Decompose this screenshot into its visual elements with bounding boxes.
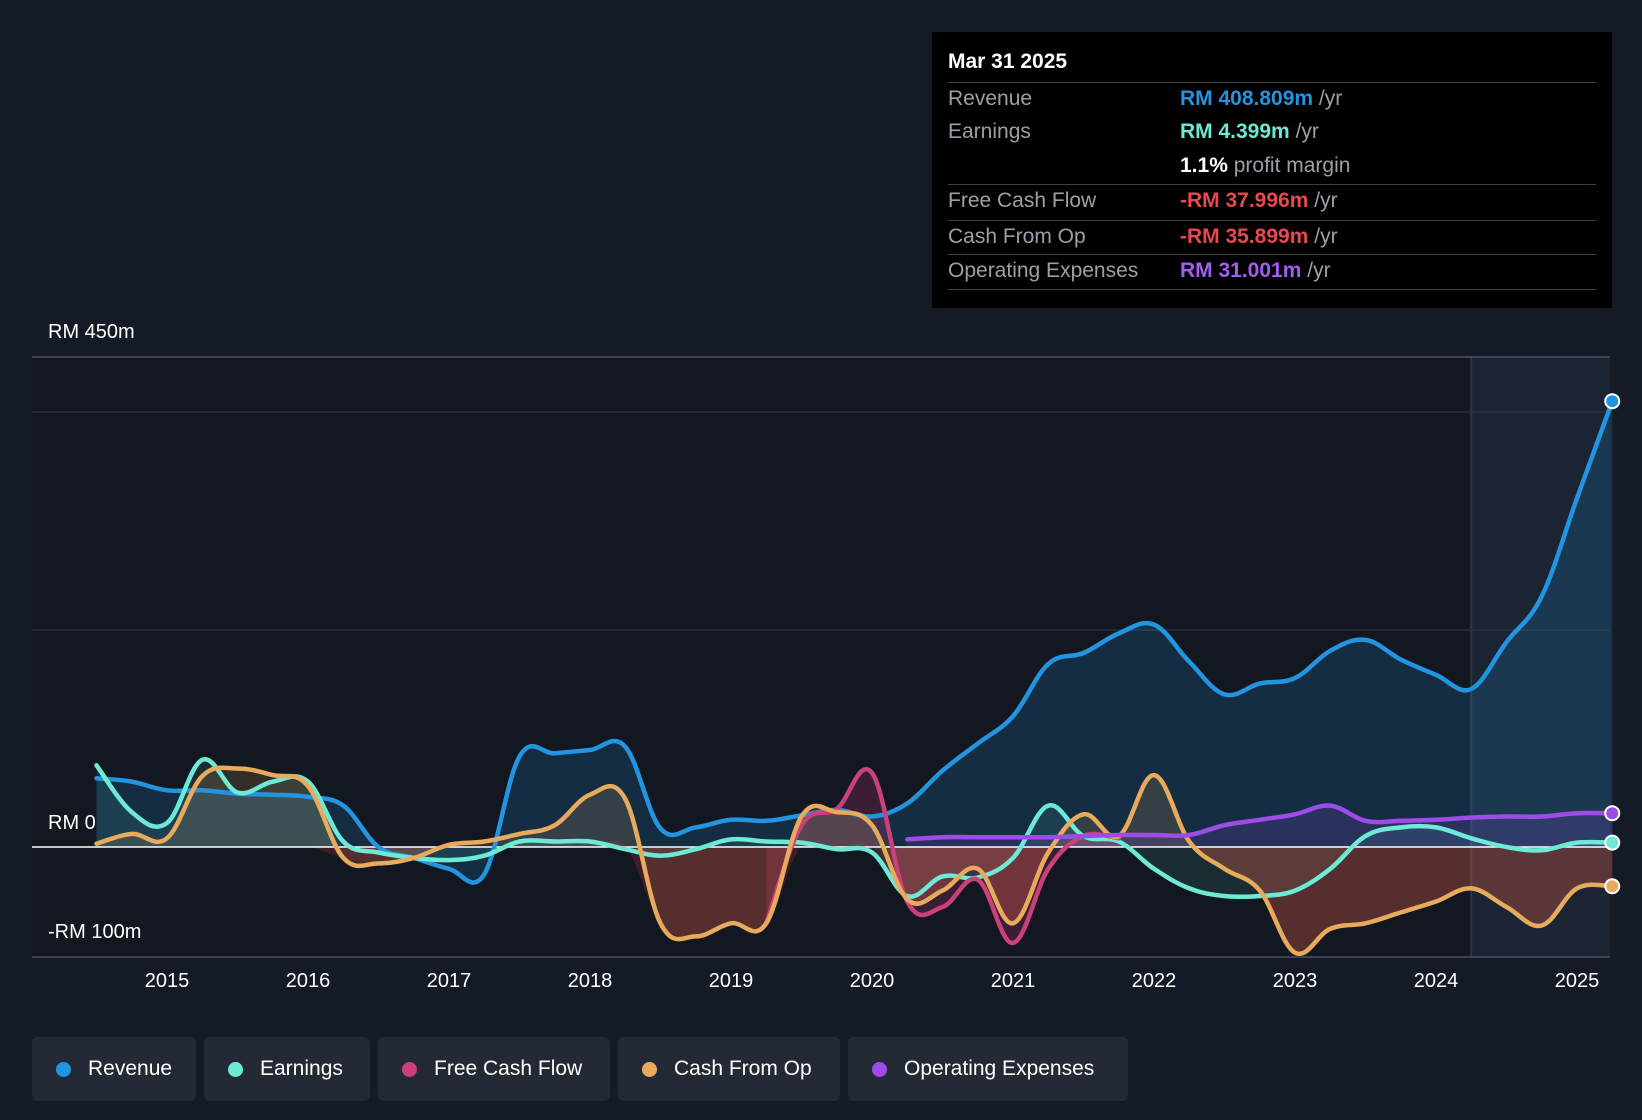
- series-line-operating-expenses: [905, 803, 1615, 842]
- tooltip-earnings-label: Earnings: [948, 120, 1031, 143]
- series-line-earnings: [94, 757, 1615, 900]
- y-axis-zero-label: RM 0: [48, 812, 96, 834]
- legend-revenue[interactable]: Revenue: [32, 1037, 196, 1101]
- area-earnings: [96, 759, 1613, 897]
- tooltip-margin-unit: profit margin: [1233, 154, 1351, 177]
- tooltip-cfo-unit: /yr: [1314, 225, 1338, 248]
- legend-dot-icon: [228, 1062, 243, 1077]
- end-marker-revenue: [1604, 393, 1621, 410]
- x-tick-2017: 2017: [426, 970, 472, 992]
- x-tick-2015: 2015: [144, 970, 190, 992]
- series-line-cash-from-op: [94, 765, 1615, 957]
- plot-area: [32, 357, 1610, 957]
- tooltip-revenue-label: Revenue: [948, 87, 1033, 110]
- tooltip-opex-value: RM 31.001m: [1180, 259, 1302, 282]
- tooltip-date: Mar 31 2025: [948, 50, 1068, 73]
- x-tick-2016: 2016: [285, 970, 331, 992]
- tooltip-cfo-value: -RM 35.899m: [1180, 225, 1309, 248]
- legend-operating-expenses-label: Operating Expenses: [904, 1057, 1095, 1080]
- end-marker-operating-expenses: [1604, 805, 1621, 822]
- legend-cash-from-op-label: Cash From Op: [674, 1057, 812, 1080]
- tooltip-row-revenue: Revenue RM 408.809m /yr: [948, 82, 1596, 117]
- tooltip-earnings-value: RM 4.399m: [1180, 120, 1290, 143]
- area-revenue: [96, 401, 1613, 883]
- legend-operating-expenses[interactable]: Operating Expenses: [848, 1037, 1128, 1101]
- legend-dot-icon: [56, 1062, 71, 1077]
- area-negative-cash: [96, 840, 1613, 954]
- data-tooltip: Mar 31 2025 Revenue RM 408.809m /yr Earn…: [932, 32, 1612, 308]
- tooltip-row-margin: 1.1% profit margin: [948, 150, 1596, 184]
- legend-earnings[interactable]: Earnings: [204, 1037, 370, 1101]
- legend-free-cash-flow[interactable]: Free Cash Flow: [378, 1037, 610, 1101]
- tooltip-margin-value: 1.1%: [1180, 154, 1228, 177]
- x-tick-2018: 2018: [567, 970, 613, 992]
- x-tick-2023: 2023: [1272, 970, 1318, 992]
- tooltip-row-cfo: Cash From Op -RM 35.899m /yr: [948, 220, 1596, 255]
- tooltip-fcf-value: -RM 37.996m: [1180, 189, 1309, 212]
- series-line-free-cash-flow: [764, 767, 1122, 946]
- end-marker-cash-from-op: [1604, 878, 1621, 895]
- x-tick-2019: 2019: [708, 970, 754, 992]
- y-axis-top-label: RM 450m: [48, 321, 135, 343]
- x-tick-2025: 2025: [1554, 970, 1600, 992]
- x-tick-2022: 2022: [1131, 970, 1177, 992]
- tooltip-revenue-unit: /yr: [1318, 87, 1343, 110]
- tooltip-earnings-unit: /yr: [1295, 120, 1319, 143]
- legend-dot-icon: [402, 1062, 417, 1077]
- tooltip-row-earnings: Earnings RM 4.399m /yr: [948, 116, 1596, 150]
- y-axis-bottom-label: -RM 100m: [48, 921, 142, 943]
- tooltip-row-opex: Operating Expenses RM 31.001m /yr: [948, 254, 1596, 290]
- legend-free-cash-flow-label: Free Cash Flow: [434, 1057, 583, 1080]
- tooltip-fcf-label: Free Cash Flow: [948, 189, 1097, 212]
- legend-dot-icon: [642, 1062, 657, 1077]
- tooltip-fcf-unit: /yr: [1314, 189, 1338, 212]
- tooltip-revenue-value: RM 408.809m: [1180, 87, 1314, 110]
- tooltip-row-fcf: Free Cash Flow -RM 37.996m /yr: [948, 184, 1596, 219]
- x-tick-2021: 2021: [990, 970, 1036, 992]
- legend-earnings-label: Earnings: [260, 1057, 343, 1080]
- tooltip-opex-unit: /yr: [1307, 259, 1331, 282]
- legend-revenue-label: Revenue: [88, 1057, 173, 1080]
- x-tick-2024: 2024: [1413, 970, 1459, 992]
- legend-dot-icon: [872, 1062, 887, 1077]
- tooltip-opex-label: Operating Expenses: [948, 259, 1139, 282]
- end-marker-earnings: [1604, 834, 1621, 851]
- x-tick-2020: 2020: [849, 970, 895, 992]
- legend-cash-from-op[interactable]: Cash From Op: [618, 1037, 840, 1101]
- tooltip-cfo-label: Cash From Op: [948, 225, 1086, 248]
